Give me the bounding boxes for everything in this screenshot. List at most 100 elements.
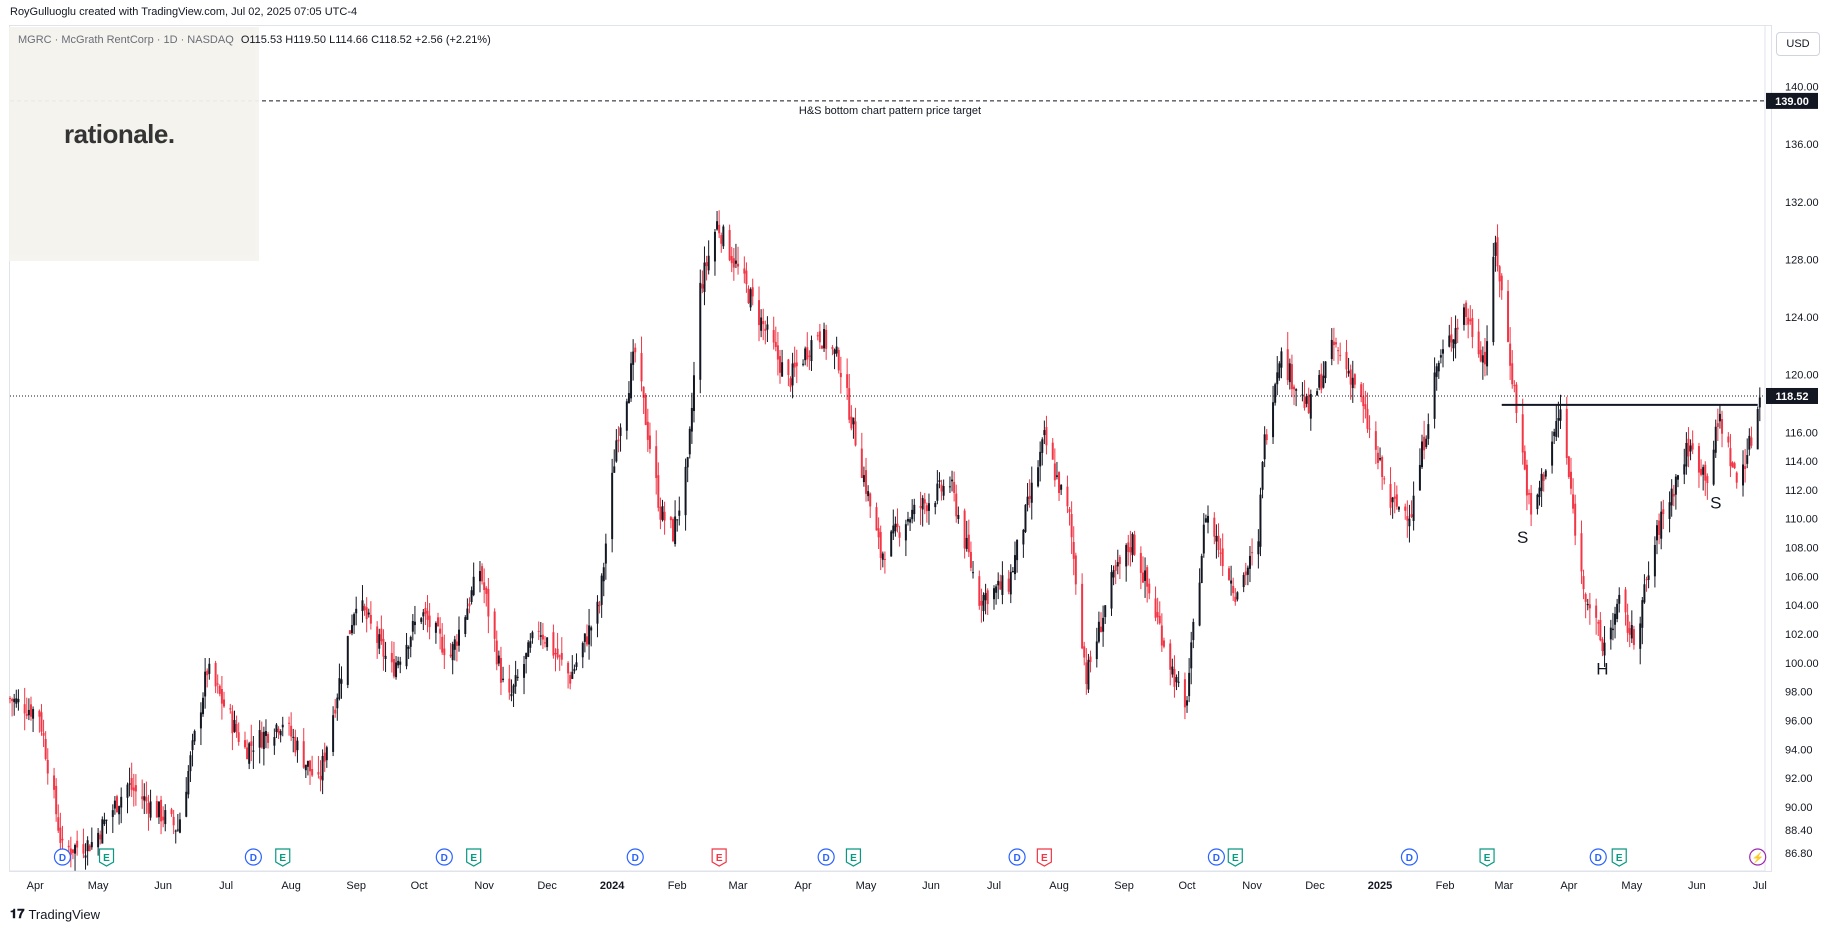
earnings-marker[interactable]: [1036, 848, 1052, 867]
candle-body: [103, 819, 106, 825]
candle-body: [1729, 448, 1732, 467]
candle-body: [537, 630, 540, 632]
dividend-marker[interactable]: [53, 848, 72, 866]
candle-body: [411, 621, 414, 632]
earnings-marker[interactable]: [98, 848, 115, 867]
tradingview-logo-icon: 𝟏𝟕: [10, 906, 25, 921]
candle-body: [1421, 441, 1424, 468]
candle-body: [1647, 575, 1650, 580]
candle-body: [806, 347, 809, 360]
candle-body: [1217, 535, 1220, 551]
candle-body: [778, 356, 781, 373]
candle-body: [1060, 484, 1063, 490]
candle-body: [178, 819, 181, 833]
candle-body: [1397, 506, 1400, 510]
dividend-marker[interactable]: [1400, 848, 1419, 866]
candle-body: [839, 373, 842, 378]
earnings-marker[interactable]: [466, 848, 482, 867]
candle-body: [1555, 421, 1558, 437]
candle-body: [1676, 475, 1679, 480]
candle-body: [304, 764, 307, 771]
y-tick-label: 136.00: [1785, 139, 1819, 151]
candle-body: [1559, 409, 1562, 421]
candle-body: [671, 519, 674, 542]
earnings-marker[interactable]: [1227, 848, 1243, 867]
candle-body: [818, 331, 821, 343]
candle-body: [132, 787, 135, 791]
candle-body: [292, 736, 295, 738]
candle-body: [1334, 342, 1337, 345]
dividend-marker[interactable]: [1589, 848, 1607, 866]
earnings-marker-label: E: [103, 853, 110, 864]
candle-body: [569, 675, 572, 684]
currency-button[interactable]: USD: [1776, 32, 1820, 56]
candle-body: [1072, 542, 1075, 559]
candle-body: [204, 671, 207, 697]
candle-body: [1584, 594, 1587, 602]
candle-body: [1448, 335, 1451, 347]
candle-body: [118, 806, 121, 815]
dividend-marker[interactable]: [435, 848, 453, 866]
candle-body: [1213, 517, 1216, 537]
candle-body: [1116, 562, 1119, 567]
candle-body: [833, 349, 836, 354]
dividend-marker[interactable]: [1008, 848, 1026, 866]
candle-body: [361, 600, 364, 612]
ohlc-values: O115.53 H119.50 L114.66 C118.52 +2.56 (+…: [240, 34, 491, 46]
candle-body: [105, 819, 108, 821]
candle-body: [1691, 443, 1694, 450]
candle-body: [1435, 366, 1438, 377]
candle-body: [288, 722, 291, 724]
candle-body: [1248, 555, 1251, 569]
candle-body: [919, 506, 922, 508]
candle-body: [1494, 242, 1497, 256]
candle-body: [1742, 464, 1745, 486]
candle-body: [1353, 374, 1356, 385]
candle-body: [1177, 681, 1180, 683]
candle-body: [1303, 397, 1306, 408]
candle-body: [883, 558, 886, 560]
candle-body: [82, 844, 85, 854]
candle-body: [1347, 370, 1350, 374]
y-tick-label: 88.40: [1785, 825, 1813, 837]
candle-body: [1601, 639, 1604, 651]
candle-body: [661, 506, 664, 521]
candle-body: [588, 625, 591, 645]
candle-body: [1507, 291, 1510, 342]
candle-body: [1024, 504, 1027, 532]
candle-body: [965, 537, 968, 550]
dividend-marker[interactable]: [244, 848, 262, 866]
earnings-marker[interactable]: [1479, 848, 1495, 867]
candle-body: [61, 838, 64, 841]
candle-body: [365, 607, 368, 620]
candle-body: [502, 678, 505, 681]
candle-body: [1144, 570, 1147, 581]
candle-body: [457, 629, 460, 646]
dividend-marker[interactable]: [1207, 848, 1225, 866]
candle-body: [573, 668, 576, 672]
candle-body: [669, 517, 672, 521]
dividend-marker[interactable]: [626, 848, 644, 866]
earnings-marker[interactable]: [1611, 848, 1627, 867]
x-tick-label: Mar: [1494, 880, 1513, 892]
candle-body: [701, 284, 704, 289]
candle-body: [508, 678, 511, 693]
dividend-marker[interactable]: [817, 848, 835, 866]
candle-body: [546, 637, 549, 648]
candle-body: [1735, 472, 1738, 483]
split-marker[interactable]: [1749, 848, 1767, 866]
earnings-marker[interactable]: [711, 848, 727, 867]
candle-body: [1227, 568, 1230, 580]
candle-body: [1148, 583, 1151, 594]
earnings-marker[interactable]: [275, 848, 291, 867]
candle-body: [237, 732, 240, 742]
candle-body: [1639, 623, 1642, 649]
candle-body: [999, 581, 1002, 590]
candle-body: [1603, 642, 1606, 656]
earnings-marker-label: E: [850, 853, 857, 864]
candle-body: [1597, 622, 1600, 624]
candle-body: [713, 231, 716, 262]
candle-body: [258, 730, 261, 748]
earnings-marker[interactable]: [845, 848, 862, 867]
